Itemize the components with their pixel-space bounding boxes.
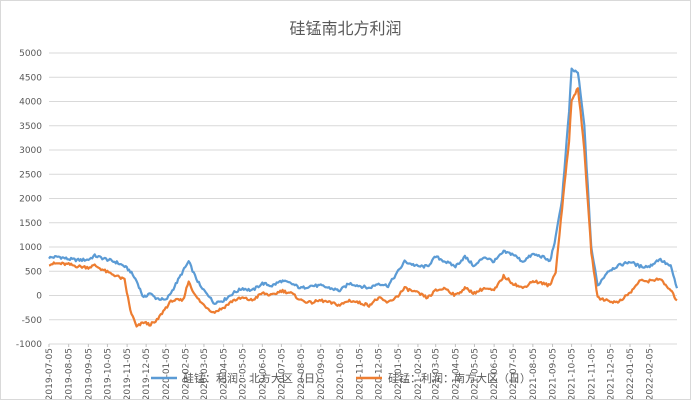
y-tick-label: 3000 (19, 146, 42, 156)
y-tick-label: 2000 (19, 195, 42, 205)
x-tick-label: 2019-07-05 (45, 348, 55, 399)
y-tick-label: 4500 (19, 73, 42, 83)
x-tick-label: 2021-10-05 (568, 348, 578, 399)
x-tick-label: 2020-10-05 (336, 348, 346, 399)
x-tick-label: 2022-01-05 (626, 348, 636, 399)
x-tick-label: 2021-09-05 (549, 348, 559, 399)
series-line (49, 88, 677, 326)
x-tick-label: 2019-11-05 (123, 348, 133, 399)
x-tick-label: 2019-10-05 (103, 348, 113, 399)
x-tick-label: 2019-09-05 (84, 348, 94, 399)
y-tick-label: 2500 (19, 170, 42, 180)
x-tick-label: 2020-12-05 (375, 348, 385, 399)
y-tick-label: 1500 (19, 219, 42, 229)
x-tick-label: 2020-11-05 (356, 348, 366, 399)
legend-label: 硅锰：利润：南方大区（日） (388, 371, 531, 385)
series-line (49, 69, 677, 304)
y-tick-label: 3500 (19, 122, 42, 132)
y-tick-label: 5000 (19, 49, 42, 59)
y-tick-label: 1000 (19, 243, 42, 253)
y-tick-label: 4000 (19, 98, 42, 108)
x-tick-label: 2021-11-05 (587, 348, 597, 399)
x-tick-label: 2021-12-05 (606, 348, 616, 399)
y-tick-label: 0 (36, 292, 42, 302)
legend-label: 硅锰：利润：北方大区（日） (183, 371, 326, 385)
x-tick-label: 2022-02-05 (646, 348, 656, 399)
x-tick-label: 2019-08-05 (65, 348, 75, 399)
y-tick-label: -500 (22, 316, 43, 326)
y-tick-label: -1000 (16, 340, 42, 350)
x-tick-label: 2019-12-05 (142, 348, 152, 399)
x-tick-label: 2020-01-05 (162, 348, 172, 399)
y-tick-label: 500 (25, 267, 42, 277)
